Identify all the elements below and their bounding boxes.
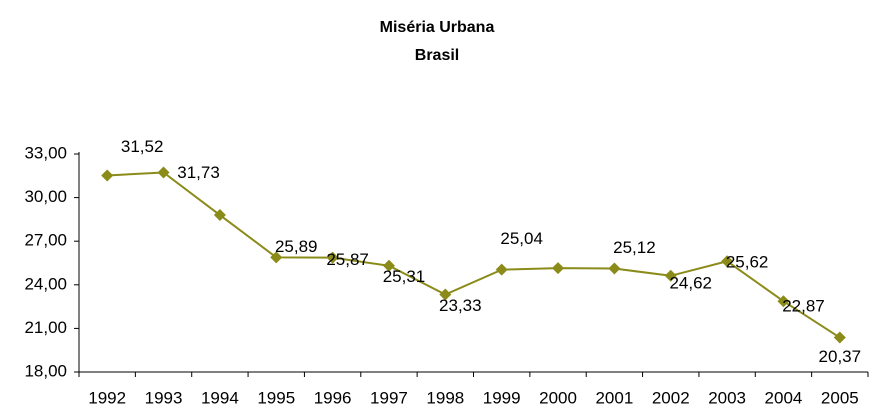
marker: [213, 209, 226, 222]
x-tick-label: 1999: [483, 388, 521, 407]
x-tick-label: 1997: [370, 388, 408, 407]
line: [107, 171, 841, 339]
marker: [664, 269, 677, 282]
data-label: 25,87: [326, 250, 369, 269]
x-tick-label: 1996: [314, 388, 352, 407]
x-tick-label: 2004: [765, 388, 803, 407]
marker: [552, 262, 565, 275]
marker: [777, 295, 790, 308]
x-tick-label: 1995: [257, 388, 295, 407]
y-tick-label: 21,00: [24, 318, 67, 337]
y-tick-label: 33,00: [24, 143, 67, 162]
chart-subtitle: Brasil: [415, 47, 459, 64]
marker: [439, 288, 452, 301]
data-label: 23,33: [439, 296, 482, 315]
marker: [101, 169, 114, 182]
data-label: 31,73: [177, 163, 220, 182]
data-label: 20,37: [819, 347, 862, 366]
x-tick-label: 2001: [595, 388, 633, 407]
x-tick-label: 1998: [426, 388, 464, 407]
marker: [833, 331, 846, 344]
x-tick-label: 1992: [88, 388, 126, 407]
marker: [608, 262, 621, 275]
data-label: 25,31: [383, 267, 426, 286]
x-tick-label: 1993: [145, 388, 183, 407]
y-tick-label: 18,00: [24, 361, 67, 380]
y-tick-label: 24,00: [24, 274, 67, 293]
x-tick-label: 2003: [708, 388, 746, 407]
x-tick-label: 2005: [821, 388, 859, 407]
y-tick-label: 27,00: [24, 231, 67, 250]
chart-title: Miséria Urbana: [380, 19, 495, 36]
data-label: 25,04: [500, 229, 543, 248]
x-tick-label: 2002: [652, 388, 690, 407]
data-label: 22,87: [782, 297, 825, 316]
data-label: 25,89: [275, 237, 318, 256]
data-label: 25,62: [726, 253, 769, 272]
marker: [721, 255, 734, 268]
marker: [495, 263, 508, 276]
marker: [382, 259, 395, 272]
data-label: 31,52: [121, 137, 164, 156]
marker: [326, 251, 339, 264]
marker: [270, 251, 283, 264]
x-tick-label: 2000: [539, 388, 577, 407]
data-label: 25,12: [613, 238, 656, 257]
marker: [157, 166, 170, 179]
data-label: 24,62: [669, 273, 712, 292]
x-tick-label: 1994: [201, 388, 239, 407]
y-tick-label: 30,00: [24, 187, 67, 206]
